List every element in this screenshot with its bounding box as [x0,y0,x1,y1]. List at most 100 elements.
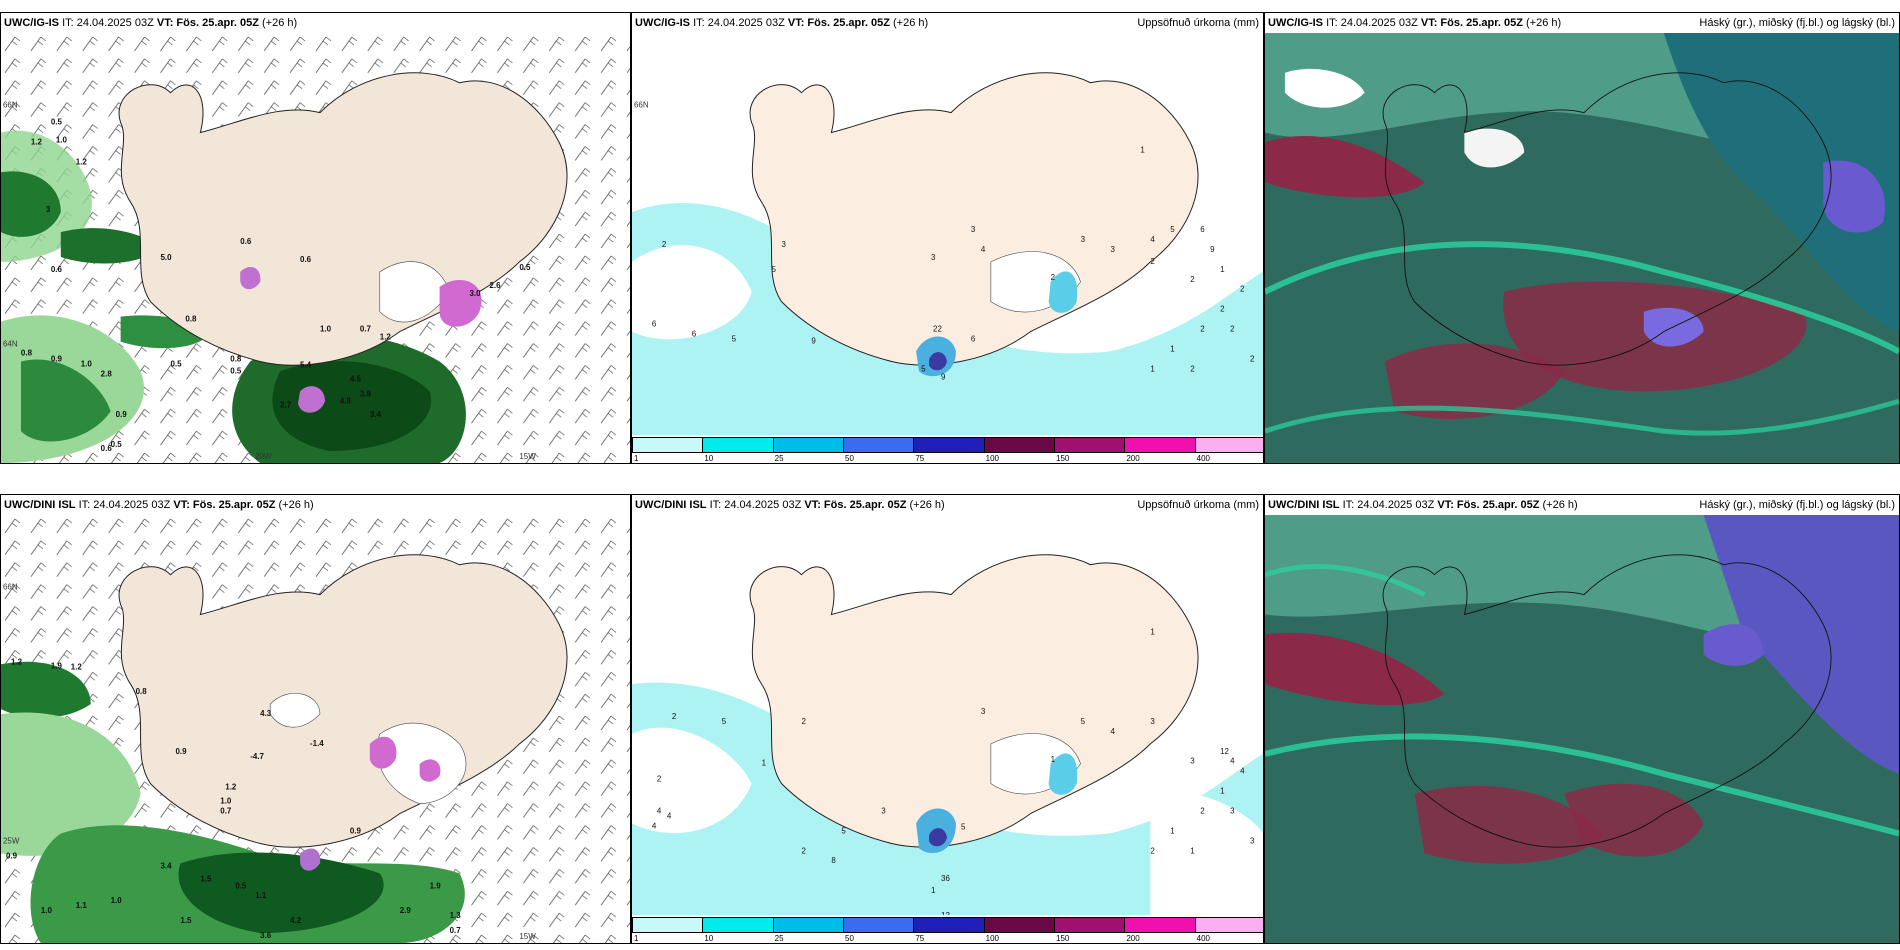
colorbar-swatch [1124,917,1196,933]
map-value-label: 0.7 [450,926,462,935]
colorbar-swatch [632,437,704,453]
map-value-label: 1.0 [111,896,123,905]
map-value-label: 3.6 [260,931,272,940]
map-value-label: -1.4 [310,739,324,748]
map-value-label: 2.7 [280,400,292,409]
colorbar-tick: 100 [985,934,1000,943]
svg-text:20W: 20W [255,452,272,461]
panel-header: UWC/IG-IS IT: 24.04.2025 03Z VT: Fös. 25… [632,13,1263,33]
colorbar-swatch [913,917,985,933]
map-value-label: 2.8 [101,369,113,378]
map-value-label: 4 [1110,727,1115,736]
map-value-label: 2 [1250,354,1255,363]
map-value-label: 3 [1110,245,1115,254]
map-value-label: 3 [1250,836,1255,845]
panel-header: UWC/IG-IS IT: 24.04.2025 03Z VT: Fös. 25… [1265,13,1899,33]
map-value-label: 0.8 [185,315,197,324]
map-value-label: 4.5 [350,374,362,383]
map-value-label: 4 [652,821,657,830]
map-value-label: 4 [657,807,662,816]
colorbar-tick: 50 [845,934,854,943]
map-value-label: 0.8 [136,687,148,696]
colorbar-swatch [983,917,1055,933]
map-value-label: 1.1 [255,891,267,900]
map-value-label: 0.9 [51,354,63,363]
map-value-label: 0.6 [51,265,63,274]
map-value-label: 22 [933,325,942,334]
colorbar-tick: 75 [915,454,925,463]
map-value-label: 4 [1240,767,1245,776]
map-value-label: 2 [801,846,806,855]
svg-text:64N: 64N [3,340,18,349]
map-value-label: 6 [971,334,976,343]
panel-temperature-dini: UWC/DINI ISL IT: 24.04.2025 03Z VT: Fös.… [0,494,631,944]
map-value-label: 0.5 [111,440,123,449]
svg-text:25W: 25W [3,836,20,845]
map-value-label: 0.5 [519,263,531,272]
panel-precipitation-igis: UWC/IG-IS IT: 24.04.2025 03Z VT: Fös. 25… [631,12,1264,464]
map-value-label: 4.8 [340,396,352,405]
precip-colorbar: 1 10 25 50 75 100 150 200 400 [632,915,1263,943]
map-value-label: 1.2 [380,333,392,342]
map-value-label: 2 [1051,273,1056,282]
map-value-label: 1.2 [31,137,43,146]
map-value-label: 0.5 [170,359,182,368]
map-value-label: 4.2 [290,916,302,925]
map-value-label: 1 [1150,627,1155,636]
map-value-label: 5 [841,826,846,835]
map-value-label: 6 [692,329,697,338]
colorbar-swatch [843,437,915,453]
map-value-label: 0.7 [220,807,232,816]
map-value-label: 5 [921,364,926,373]
svg-text:66N: 66N [3,583,18,592]
panel-clouds-dini: UWC/DINI ISL IT: 24.04.2025 03Z VT: Fös.… [1264,494,1900,944]
temperature-wind-map: 66N 64N 20W 15W 0.5 1.0 1.2 1.2 3 5.0 0.6 0.6 0.… [1,33,630,463]
map-value-label: 3 [881,807,886,816]
map-value-label: 0.8 [230,354,242,363]
map-value-label: 2 [1230,325,1235,334]
map-value-label: 3 [931,253,936,262]
map-value-label: 2 [662,240,667,249]
map-value-label: 9 [811,336,816,345]
colorbar-swatch [1054,917,1126,933]
map-value-label: 5.4 [300,360,312,369]
panel-temperature-igis: UWC/IG-IS IT: 24.04.2025 03Z VT: Fös. 25… [0,12,631,464]
map-value-label: 1.0 [56,135,68,144]
map-value-label: 1.2 [71,662,83,671]
map-value-label: 5 [772,265,777,274]
temperature-wind-map: 66N 25W 15W 1.2 1.9 1.2 0.8 0.9 4.3 -4.7 -1.4 1.… [1,515,630,943]
map-value-label: 4 [667,811,672,820]
precip-colorbar: 1 10 25 50 75 100 150 200 400 [632,435,1263,463]
map-value-label: 0.6 [240,237,252,246]
colorbar-swatch [913,437,985,453]
map-value-label: 1.9 [430,881,442,890]
map-value-label: 1.5 [180,916,192,925]
colorbar-tick: 150 [1056,454,1070,463]
colorbar-tick: 50 [845,454,854,463]
colorbar-tick: 25 [774,934,784,943]
map-value-label: 1.0 [81,359,93,368]
map-value-label: 0.6 [101,444,113,453]
map-value-label: 1 [931,886,936,895]
map-value-label: 2 [657,775,662,784]
svg-text:15W: 15W [519,932,536,941]
panel-clouds-igis: UWC/IG-IS IT: 24.04.2025 03Z VT: Fös. 25… [1264,12,1900,464]
map-value-label: 2.9 [400,906,412,915]
map-value-label: 2 [1200,325,1205,334]
colorbar-tick: 400 [1196,454,1211,463]
map-value-label: 1 [762,759,767,768]
map-value-label: 5 [961,822,966,831]
map-value-label: 2 [801,717,806,726]
map-value-label: 1.1 [76,901,88,910]
colorbar-tick: 200 [1126,454,1140,463]
map-value-label: 1.9 [51,661,63,670]
colorbar-swatch [983,437,1055,453]
map-value-label: 0.5 [235,881,247,890]
cloud-cover-map [1265,33,1899,463]
map-value-label: 9 [941,372,946,381]
map-value-label: 0.6 [300,255,312,264]
map-value-label: 2 [1220,305,1225,314]
map-value-label: 3 [1190,757,1195,766]
map-value-label: 6 [652,320,657,329]
map-value-label: 1.5 [200,874,212,883]
